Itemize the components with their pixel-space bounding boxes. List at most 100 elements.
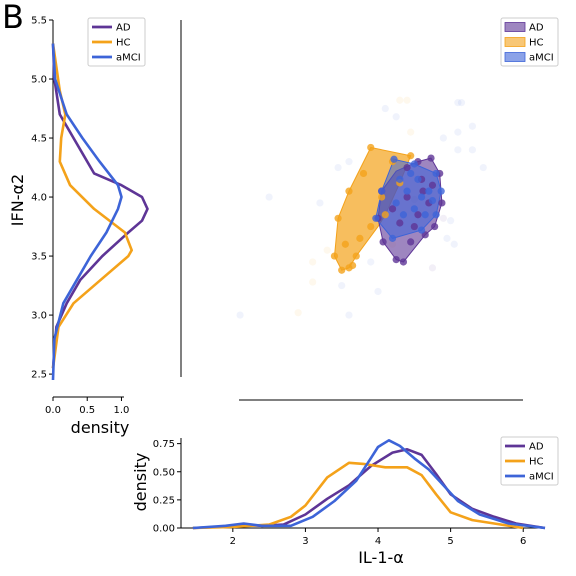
data-point-ad [396,219,404,227]
data-point-ad [410,222,418,231]
main-legend-swatch-hc [504,37,526,47]
data-point-amci [432,169,440,178]
data-point-ad [403,163,411,172]
main-scatter-plot: AD HC aMCI [180,17,559,401]
data-point-ad [407,238,415,246]
data-point-amci [390,155,398,163]
faint-point-amci [392,113,400,121]
data-point-amci [388,234,397,242]
faint-point-hc [323,246,331,254]
data-point-amci [399,211,408,219]
data-point-amci [396,175,404,183]
bottom-y-tick-label: 0.50 [153,467,175,478]
data-point-amci [421,211,429,219]
faint-point-amci [479,163,487,172]
faint-point-amci [338,281,346,290]
left-kde-line-amci [51,43,123,381]
bottom-x-tick-label: 2 [230,536,236,547]
main-legend-label-ad: AD [529,23,544,34]
faint-point-hc [309,258,317,266]
faint-point-amci [381,104,389,113]
faint-point-amci [454,146,462,154]
data-point-ad [427,154,435,162]
data-point-amci [432,211,440,219]
faint-point-hc [294,309,302,317]
faint-point-hc [396,96,404,104]
data-point-amci [392,199,400,207]
main-legend-label-hc: HC [529,38,544,49]
left-legend-label-amci: aMCI [116,53,141,64]
data-point-ad [392,256,400,264]
data-point-amci [410,205,418,213]
bottom-density-plot: 0.00 0.25 0.50 0.75 2 3 4 5 6 IL-1-α density AD HC aM… [131,436,559,567]
main-legend-label-amci: aMCI [529,53,554,64]
data-point-hc [407,152,415,160]
faint-point-amci [265,193,273,201]
data-point-ad [419,187,427,195]
data-point-ad [431,222,439,231]
faint-point-hc [407,128,415,136]
data-point-ad [399,258,408,266]
faint-point-amci [345,158,353,166]
left-kde-line-ad [51,43,149,369]
faint-point-amci [367,258,375,266]
faint-point-hc [309,278,317,286]
data-point-amci [407,169,415,178]
data-point-hc [338,266,346,274]
data-point-amci [417,226,426,234]
data-point-hc [334,214,342,222]
faint-point-hc [403,96,411,104]
left-y-tick-label: 4.5 [31,134,47,145]
data-point-hc [349,261,357,270]
data-point-hc [330,252,339,260]
data-point-amci [372,214,380,222]
bottom-y-tick-label: 0.00 [153,524,175,535]
bottom-kde-line-hc [192,461,524,530]
faint-point-amci [468,122,476,130]
data-point-hc [359,169,368,178]
data-point-hc [356,234,364,242]
left-x-tick-label: 1.0 [114,405,130,416]
data-point-hc [378,193,386,201]
left-legend-label-ad: AD [116,23,131,34]
left-y-tick-label: 4.0 [31,193,47,204]
faint-point-amci [447,217,455,225]
bottom-y-tick-label: 0.25 [153,495,175,506]
left-y-tick-label: 3.0 [31,311,47,322]
data-point-amci [378,187,386,195]
bottom-legend-label-hc: HC [529,457,544,468]
panel-letter: B [2,0,24,36]
faint-point-amci [345,311,353,319]
bottom-legend-label-ad: AD [529,442,544,453]
left-legend-frame [87,17,146,67]
data-point-amci [437,187,445,195]
left-legend-label-hc: HC [116,38,131,49]
bottom-y-tick-label: 0.75 [153,439,175,450]
data-point-amci [425,187,433,195]
data-point-ad [438,199,446,207]
data-point-hc [352,252,360,260]
faint-point-ad [428,264,437,272]
bottom-x-tick-label: 6 [520,536,526,547]
left-density-plot: 2.5 3.0 3.5 4.0 4.5 5.0 5.5 0.0 0.5 1.0 density IFN… [8,16,149,437]
data-point-ad [388,205,397,213]
left-y-tick-label: 5.0 [31,75,47,86]
faint-point-amci [454,99,462,107]
bottom-legend-label-amci: aMCI [529,472,554,483]
left-x-axis-label: density [71,418,130,437]
bottom-y-axis-label: density [131,453,150,512]
left-x-tick-label: 0.5 [79,405,95,416]
data-point-hc [367,222,375,231]
bottom-x-tick-label: 4 [375,536,381,547]
faint-point-ad [439,214,447,222]
left-x-tick-label: 0.0 [45,405,61,416]
data-point-hc [381,211,389,219]
data-point-ad [414,211,422,219]
data-point-hc [341,240,349,248]
data-point-amci [417,193,426,201]
bottom-x-tick-label: 5 [447,536,453,547]
left-y-tick-label: 3.5 [31,252,47,263]
left-y-axis-label: IFN-α2 [8,174,27,226]
faint-point-amci [236,311,244,319]
